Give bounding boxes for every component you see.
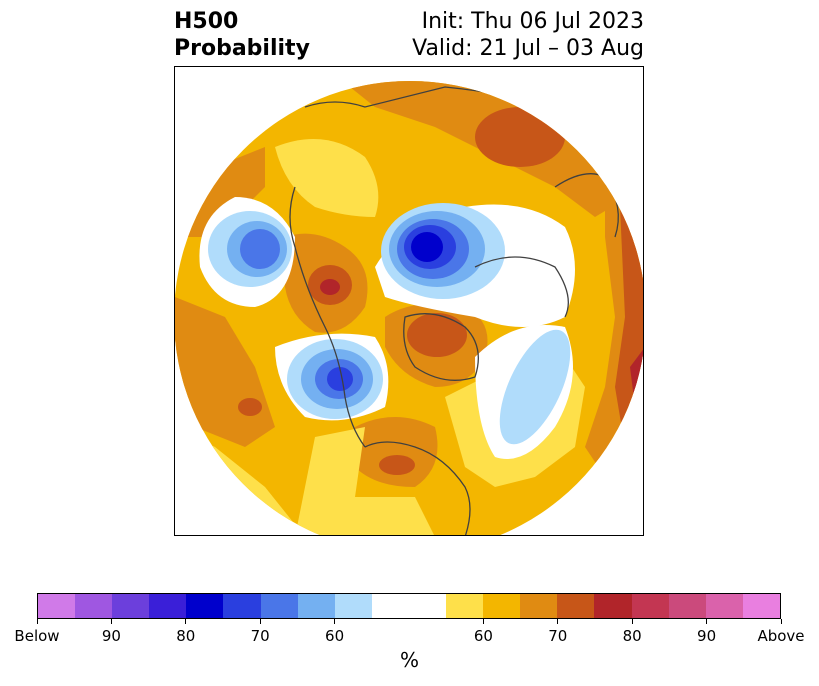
probability-map (175, 81, 643, 535)
coastline-europe (474, 256, 569, 318)
coastline-north-america (364, 441, 471, 535)
colorbar-segment (594, 594, 632, 618)
coastline-northeast (594, 96, 626, 158)
init-date: Init: Thu 06 Jul 2023 (421, 9, 644, 34)
valid-range: Valid: 21 Jul – 03 Aug (412, 36, 644, 61)
coastline-west-continent (289, 186, 366, 448)
colorbar-tick-label: 70 (250, 627, 270, 645)
colorbar-tick-label: 70 (548, 627, 568, 645)
warm-core-west (238, 398, 262, 416)
warm-core-us (379, 455, 415, 475)
colorbar-segment (742, 594, 780, 618)
colorbar-segment (297, 594, 335, 618)
colorbar-tick-label: Above (757, 627, 805, 645)
colorbar-tick-label: 80 (622, 627, 642, 645)
colorbar-tick-label: Below (14, 627, 60, 645)
colorbar-segment (705, 594, 743, 618)
colorbar-unit: % (399, 648, 419, 672)
colorbar-segment (520, 594, 558, 618)
colorbar-tick (110, 619, 112, 624)
colorbar-segment (38, 594, 76, 618)
colorbar-segment (149, 594, 187, 618)
colorbar (37, 593, 781, 619)
warm-core-north (475, 107, 565, 167)
colorbar-segment (408, 594, 447, 618)
cold-core-pole (411, 232, 443, 262)
colorbar-tick (706, 619, 708, 624)
colorbar-segment (631, 594, 669, 618)
yellow-band-north (275, 139, 379, 217)
colorbar-tick (631, 619, 633, 624)
title-variable: H500 (174, 9, 239, 34)
colorbar-tick (482, 619, 484, 624)
colorbar-tick-label: 90 (697, 627, 717, 645)
title-right: Init: Thu 06 Jul 2023 Valid: 21 Jul – 03… (412, 8, 644, 62)
colorbar-tick-label: 90 (101, 627, 121, 645)
colorbar-tick (185, 619, 187, 624)
map-panel (174, 66, 644, 536)
colorbar-segment (668, 594, 706, 618)
coastline-greenland (403, 313, 479, 381)
colorbar-segment (260, 594, 298, 618)
colorbar-segment (112, 594, 150, 618)
cold-core-west (327, 367, 353, 391)
colorbar-segment (186, 594, 224, 618)
colorbar-tick (780, 619, 782, 624)
colorbar-segment (557, 594, 595, 618)
warm-core-center (407, 313, 467, 357)
colorbar-segment (446, 594, 484, 618)
title-field: Probability (174, 36, 310, 61)
warm-area-us (355, 417, 438, 487)
colorbar-tick-label: 60 (473, 627, 493, 645)
cold-core-northwest (240, 229, 280, 269)
warm-area-northwest (175, 147, 265, 237)
cold-area-atlantic (499, 329, 571, 445)
colorbar-segment (483, 594, 521, 618)
colorbar-ticks: Below 90 80 70 60 60 70 80 90 Above (0, 619, 819, 649)
colorbar-tick-label: 60 (325, 627, 345, 645)
warm-peak-center-west (320, 279, 340, 295)
colorbar-segment (75, 594, 113, 618)
title-left: H500 Probability (174, 8, 310, 62)
colorbar-tick-label: 80 (176, 627, 196, 645)
colorbar-tick (557, 619, 559, 624)
colorbar-segment (223, 594, 261, 618)
colorbar-segment (371, 594, 409, 618)
colorbar-tick (259, 619, 261, 624)
probability-field (175, 81, 643, 535)
colorbar-tick (36, 619, 38, 624)
colorbar-tick (334, 619, 336, 624)
colorbar-segment (334, 594, 372, 618)
yellow-band-south (295, 427, 435, 535)
